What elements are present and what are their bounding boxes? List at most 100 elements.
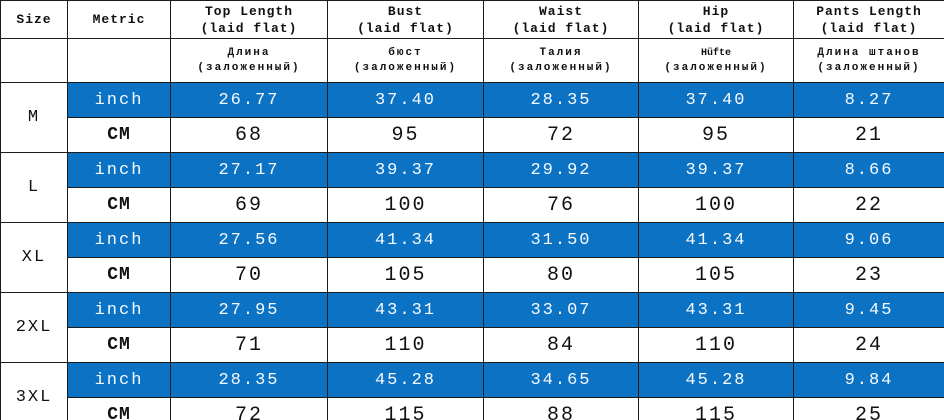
header-ru-sub: (заложенный) [817,61,921,74]
measurement-value: 9.45 [793,292,944,328]
header-en-label: Hip [702,3,730,19]
unit-label-cm: CM [67,397,171,420]
table-row-2xl-cm: CM 71 110 84 110 24 [1,327,944,363]
header-row-english: Size Metric Top Length (laid flat) Bust … [0,0,944,39]
column-header-pants-length: Pants Length (laid flat) [793,0,944,39]
measurement-value: 84 [483,327,639,363]
measurement-value: 39.37 [327,152,484,188]
measurement-value: 29.92 [483,152,639,188]
table-row-l-cm: CM 69 100 76 100 22 [1,187,944,223]
measurement-value: 28.35 [170,362,328,398]
table-row-xl-cm: CM 70 105 80 105 23 [1,257,944,293]
table-row-m-inch: M inch 26.77 37.40 28.35 37.40 8.27 [0,82,944,153]
size-label-xl: XL [0,222,68,293]
column-header-bust-ru: бюст (заложенный) [327,38,484,83]
column-header-size: Size [0,0,68,39]
header-en-label: Waist [538,3,583,19]
measurement-value: 105 [327,257,484,293]
table-row-2xl-inch: 2XL inch 27.95 43.31 33.07 43.31 9.45 [0,292,944,363]
header-sub-label: (laid flat) [667,20,765,36]
unit-label-inch: inch [67,362,171,398]
header-ru-label: Длина [227,46,271,59]
unit-label-cm: CM [67,257,171,293]
header-sub-label: (laid flat) [200,20,298,36]
size-label-m: M [0,82,68,153]
measurement-value: 43.31 [638,292,794,328]
measurement-value: 9.06 [793,222,944,258]
header-ru-sub: (заложенный) [509,61,613,74]
measurement-value: 110 [638,327,794,363]
measurement-value: 45.28 [327,362,484,398]
measurement-value: 28.35 [483,82,639,118]
unit-label-inch: inch [67,222,171,258]
unit-label-cm: CM [67,327,171,363]
column-header-waist-ru: Талия (заложенный) [483,38,639,83]
measurement-value: 45.28 [638,362,794,398]
measurement-value: 71 [170,327,328,363]
measurement-value: 115 [327,397,484,420]
measurement-value: 24 [793,327,944,363]
unit-label-cm: CM [67,117,171,153]
measurement-value: 95 [638,117,794,153]
measurement-value: 8.66 [793,152,944,188]
unit-label-inch: inch [67,82,171,118]
header-ru-label: Длина штанов [817,46,921,59]
column-header-bust: Bust (laid flat) [327,0,484,39]
column-header-hip: Hip (laid flat) [638,0,794,39]
header-ru-label: бюст [388,46,423,59]
unit-label-inch: inch [67,292,171,328]
measurement-value: 34.65 [483,362,639,398]
measurement-value: 22 [793,187,944,223]
header-empty-metric [67,38,171,83]
header-sub-label: (laid flat) [820,20,918,36]
header-sub-label: (laid flat) [357,20,454,36]
column-header-pants-length-ru: Длина штанов (заложенный) [793,38,944,83]
measurement-value: 41.34 [638,222,794,258]
unit-label-inch: inch [67,152,171,188]
measurement-value: 100 [327,187,484,223]
column-header-waist: Waist (laid flat) [483,0,639,39]
header-empty-size [0,38,68,83]
size-label-2xl: 2XL [0,292,68,363]
measurement-value: 27.56 [170,222,328,258]
measurement-value: 69 [170,187,328,223]
header-ru-sub: (заложенный) [353,61,458,74]
measurement-value: 23 [793,257,944,293]
measurement-value: 21 [793,117,944,153]
header-row-russian: Длина (заложенный) бюст (заложенный) Тал… [0,38,944,83]
size-label-3xl: 3XL [0,362,68,420]
measurement-value: 39.37 [638,152,794,188]
column-header-top-length-ru: Длина (заложенный) [170,38,328,83]
measurement-value: 70 [170,257,328,293]
measurement-value: 80 [483,257,639,293]
header-ru-sub: (заложенный) [664,61,768,74]
measurement-value: 37.40 [327,82,484,118]
table-row-m-cm: CM 68 95 72 95 21 [1,117,944,153]
measurement-value: 43.31 [327,292,484,328]
measurement-value: 26.77 [170,82,328,118]
header-sub-label: (laid flat) [512,20,610,36]
measurement-value: 100 [638,187,794,223]
header-en-label: Top Length [204,3,293,19]
table-row-3xl-inch: 3XL inch 28.35 45.28 34.65 45.28 9.84 [0,362,944,420]
measurement-value: 72 [483,117,639,153]
measurement-value: 95 [327,117,484,153]
measurement-value: 8.27 [793,82,944,118]
measurement-value: 88 [483,397,639,420]
measurement-value: 72 [170,397,328,420]
measurement-value: 115 [638,397,794,420]
measurement-value: 68 [170,117,328,153]
table-row-3xl-cm: CM 72 115 88 115 25 [1,397,944,420]
header-en-label: Bust [387,3,424,19]
table-row-l-inch: L inch 27.17 39.37 29.92 39.37 8.66 [0,152,944,223]
measurement-value: 27.95 [170,292,328,328]
column-header-top-length: Top Length (laid flat) [170,0,328,39]
measurement-value: 31.50 [483,222,639,258]
measurement-value: 110 [327,327,484,363]
column-header-metric: Metric [67,0,171,39]
header-en-label: Pants Length [816,3,922,19]
measurement-value: 9.84 [793,362,944,398]
header-ru-label: Hüfte [700,47,731,59]
